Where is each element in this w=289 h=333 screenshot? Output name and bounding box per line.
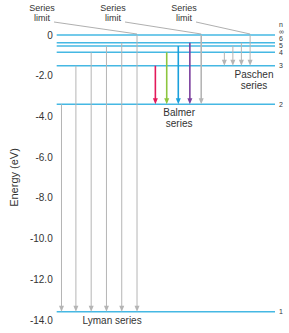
- svg-text:6: 6: [279, 35, 283, 42]
- svg-text:Balmer: Balmer: [163, 107, 195, 118]
- svg-text:Series: Series: [171, 3, 197, 13]
- svg-text:limit: limit: [34, 13, 50, 23]
- svg-text:series: series: [241, 80, 268, 91]
- svg-text:-8.0: -8.0: [35, 192, 53, 203]
- svg-text:∞: ∞: [279, 28, 284, 35]
- svg-text:-10.0: -10.0: [30, 233, 53, 244]
- svg-text:Series: Series: [29, 3, 55, 13]
- svg-text:Paschen: Paschen: [235, 69, 274, 80]
- svg-text:-6.0: -6.0: [35, 152, 53, 163]
- svg-text:Series: Series: [100, 3, 126, 13]
- svg-text:limit: limit: [105, 13, 121, 23]
- svg-text:n: n: [279, 21, 283, 28]
- svg-text:1: 1: [279, 308, 283, 315]
- svg-text:Energy (eV): Energy (eV): [8, 148, 20, 207]
- svg-text:-4.0: -4.0: [35, 111, 53, 122]
- svg-text:2: 2: [279, 101, 283, 108]
- svg-text:4: 4: [279, 49, 283, 56]
- svg-text:5: 5: [279, 42, 283, 49]
- svg-text:-2.0: -2.0: [35, 70, 53, 81]
- svg-text:-12.0: -12.0: [30, 274, 53, 285]
- svg-text:0: 0: [47, 30, 53, 41]
- svg-text:-14.0: -14.0: [30, 315, 53, 326]
- svg-text:series: series: [166, 118, 193, 129]
- svg-text:limit: limit: [176, 13, 192, 23]
- svg-text:3: 3: [279, 62, 283, 69]
- svg-text:Lyman series: Lyman series: [83, 315, 142, 326]
